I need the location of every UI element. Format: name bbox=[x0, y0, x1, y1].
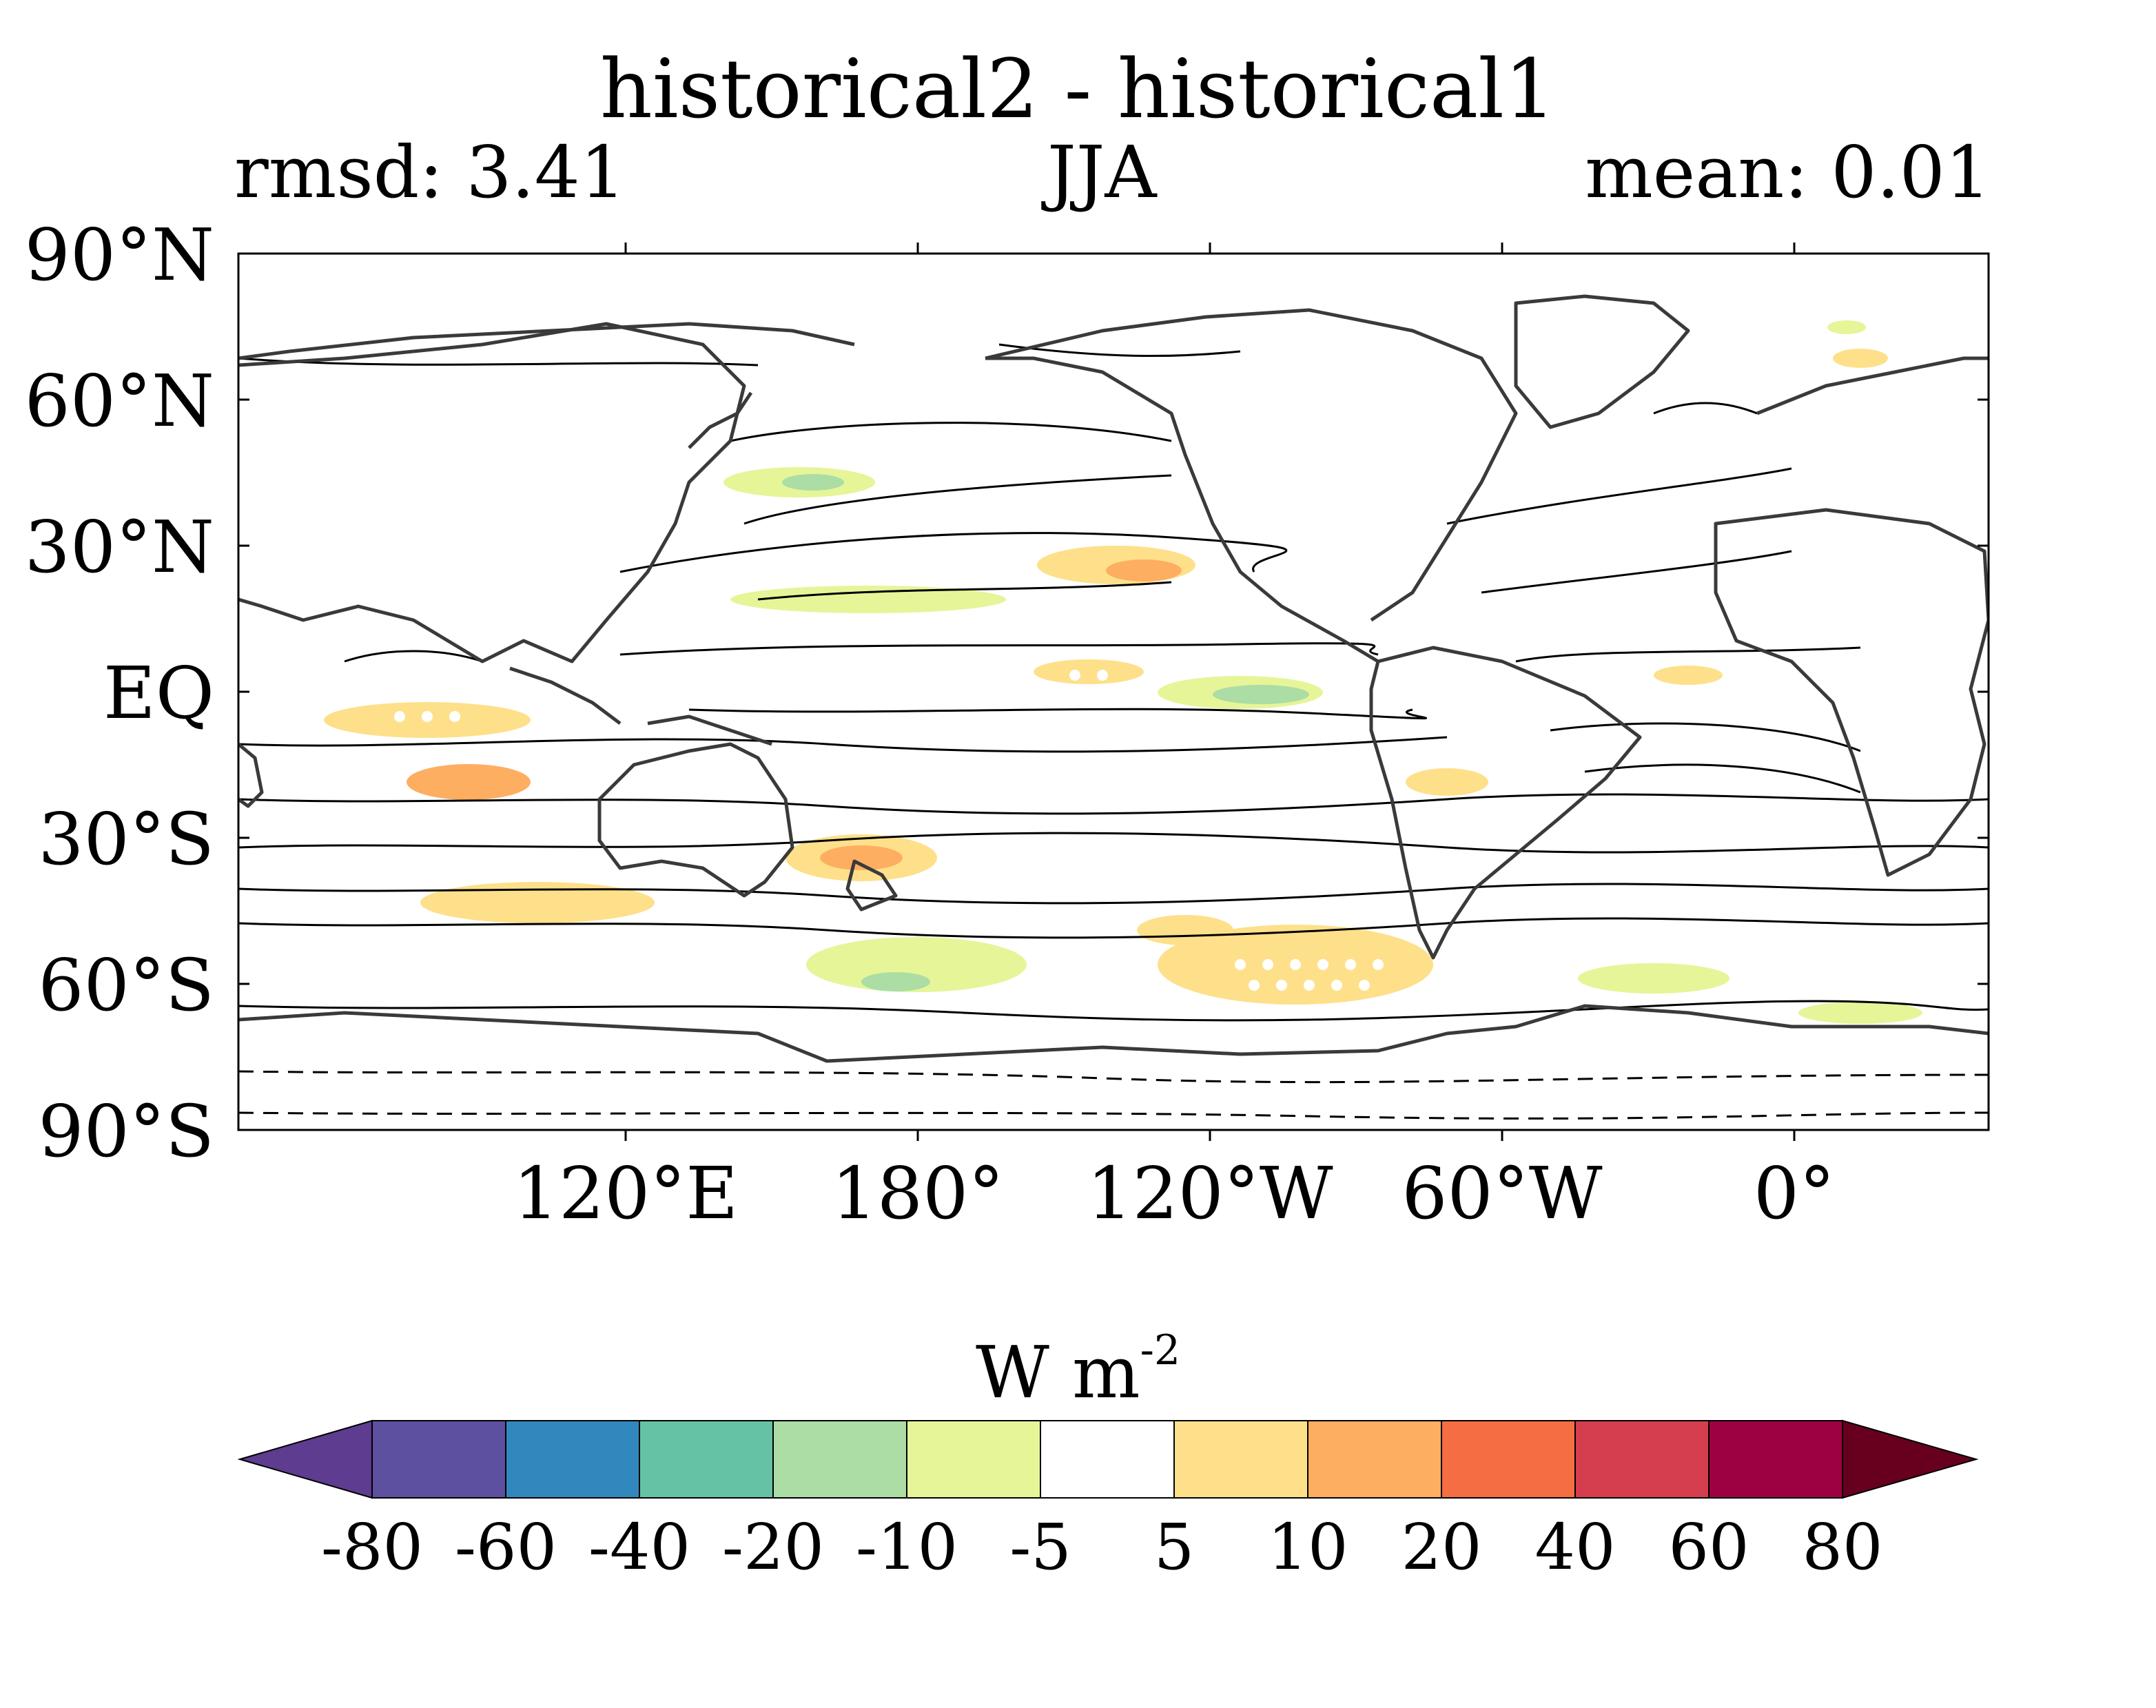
season-label: JJA bbox=[1047, 130, 1157, 214]
y-tick-label-eq: EQ bbox=[103, 651, 214, 735]
x-tick-label-0: 0° bbox=[1753, 1151, 1836, 1235]
colorbar-label: 60 bbox=[1668, 1510, 1749, 1584]
north-america-arctic bbox=[985, 308, 1518, 622]
patch-indian-ocean-south bbox=[407, 764, 531, 800]
map-content bbox=[238, 294, 1989, 1120]
madagascar-coast bbox=[238, 743, 264, 808]
y-tick-label-30n: 30°N bbox=[24, 505, 214, 589]
colorbar-label: -60 bbox=[454, 1510, 557, 1584]
arctic-coast-asia bbox=[238, 322, 855, 360]
negative-contours bbox=[238, 1070, 1989, 1120]
colorbar-swatch bbox=[1040, 1420, 1175, 1499]
colorbar-label: -40 bbox=[588, 1510, 691, 1584]
colorbar-label: 40 bbox=[1534, 1510, 1616, 1584]
y-tick-label-60s: 60°S bbox=[38, 943, 214, 1027]
x-tick-label-60w: 60°W bbox=[1402, 1151, 1603, 1235]
colorbar-swatch bbox=[1173, 1420, 1308, 1499]
patch-south-pacific bbox=[806, 937, 1027, 992]
coastlines bbox=[238, 294, 1989, 1063]
x-tick-label-120w: 120°W bbox=[1087, 1151, 1333, 1235]
antarctica-coast bbox=[238, 1004, 1989, 1063]
colorbar-swatch bbox=[1307, 1420, 1442, 1499]
colorbar-swatch bbox=[906, 1420, 1041, 1499]
colorbar-label: 10 bbox=[1267, 1510, 1348, 1584]
stippling bbox=[394, 670, 1384, 991]
patch-south-atlantic bbox=[1578, 963, 1729, 994]
japan-coast bbox=[688, 391, 753, 449]
colorbar-swatch bbox=[371, 1420, 506, 1499]
patch-east-pacific-core bbox=[1213, 685, 1309, 704]
patch-ne-pacific-core bbox=[1106, 559, 1182, 582]
patch-south-pacific-core bbox=[861, 972, 930, 991]
colorbar-units: W m-2 bbox=[975, 1326, 1181, 1414]
patch-arctic bbox=[1827, 320, 1866, 334]
alaska-canada-coast bbox=[985, 356, 1379, 663]
greenland-coast bbox=[1514, 294, 1690, 429]
map-frame bbox=[237, 252, 1990, 1131]
colorbar-swatch bbox=[505, 1420, 640, 1499]
patch-south-america bbox=[1406, 768, 1488, 796]
africa-coast bbox=[1714, 508, 1989, 877]
eurasia-coast bbox=[238, 322, 746, 663]
patch-tropical-atlantic bbox=[1654, 666, 1723, 685]
colorbar-label: -10 bbox=[855, 1510, 958, 1584]
colorbar-swatch bbox=[772, 1420, 907, 1499]
y-tick-label-90n: 90°N bbox=[24, 213, 214, 297]
colorbar-label: 20 bbox=[1401, 1510, 1482, 1584]
maritime-continent-coast bbox=[509, 666, 772, 746]
patch-se-pacific-west bbox=[1137, 915, 1233, 945]
colorbar-swatch bbox=[1574, 1420, 1710, 1499]
x-tick-label-120e: 120°E bbox=[513, 1151, 739, 1235]
y-tick-label-30s: 30°S bbox=[38, 797, 214, 881]
plot-title: historical2 - historical1 bbox=[599, 41, 1557, 136]
new-zealand-coast bbox=[845, 859, 898, 912]
colorbar bbox=[237, 1419, 1979, 1499]
patch-equatorial bbox=[1034, 659, 1144, 684]
colorbar-label: 80 bbox=[1802, 1510, 1883, 1584]
patch-south-indian bbox=[420, 882, 655, 923]
south-america-coast bbox=[1369, 646, 1642, 960]
patch-north-atlantic bbox=[1833, 349, 1888, 368]
colorbar-swatch bbox=[1441, 1420, 1576, 1499]
climatology-contours bbox=[238, 343, 1989, 1022]
colorbar-label: 5 bbox=[1153, 1510, 1195, 1584]
colorbar-extend-min bbox=[237, 1419, 373, 1499]
mean-label: mean: 0.01 bbox=[1585, 130, 1991, 214]
colorbar-swatch bbox=[1708, 1420, 1843, 1499]
australia-coast bbox=[597, 742, 794, 898]
patch-nw-pacific-core bbox=[782, 474, 844, 491]
axis-ticks bbox=[238, 243, 1989, 1141]
colorbar-label: -20 bbox=[721, 1510, 825, 1584]
y-tick-label-60n: 60°N bbox=[24, 359, 214, 443]
patch-central-pacific bbox=[730, 586, 1006, 613]
colorbar-label: -80 bbox=[320, 1510, 424, 1584]
x-tick-label-180: 180° bbox=[831, 1151, 1005, 1235]
rmsd-label: rmsd: 3.41 bbox=[234, 130, 626, 214]
colorbar-label: -5 bbox=[1009, 1510, 1071, 1584]
colorbar-swatch bbox=[639, 1420, 774, 1499]
patch-south-atlantic-east bbox=[1798, 1002, 1922, 1024]
colorbar-extend-max bbox=[1842, 1419, 1979, 1499]
y-tick-label-90s: 90°S bbox=[38, 1089, 214, 1173]
europe-coast bbox=[1756, 356, 1989, 415]
patch-tasman-core bbox=[820, 845, 903, 870]
